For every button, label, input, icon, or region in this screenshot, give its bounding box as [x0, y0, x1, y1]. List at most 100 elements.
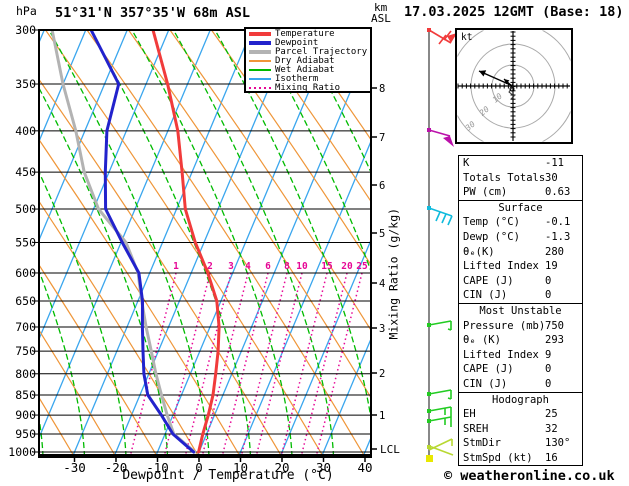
- panel-row: Pressure (mb) 750: [459, 319, 582, 334]
- temperature-tick-label: -20: [105, 460, 128, 475]
- km-asl-tick-label: 4: [379, 278, 385, 290]
- pressure-tick-label: 650: [15, 294, 36, 308]
- dry-adiabat-line: [169, 30, 370, 330]
- panel-row: EH 25: [459, 407, 582, 422]
- panel-row: StmSpd (kt) 16: [459, 451, 582, 466]
- isotherm-line: [40, 30, 211, 438]
- panel-row: Temp (°C) -0.1: [459, 215, 582, 230]
- wind-barb-feather: [428, 416, 452, 422]
- pressure-tick-label: 450: [15, 165, 36, 179]
- wind-barb-feather: [441, 213, 447, 224]
- isotherm-line: [40, 30, 128, 240]
- pressure-tick-label: 350: [15, 77, 36, 91]
- isotherm-line: [71, 30, 253, 457]
- wind-barb-feather: [428, 320, 452, 326]
- wind-barb-feather: [447, 215, 453, 226]
- panel-row: PW (cm) 0.63: [459, 185, 582, 200]
- legend-item: Temperature: [249, 30, 370, 39]
- panel-row: Totals Totals 30: [459, 171, 582, 186]
- legend-item-label: Parcel Trajectory: [275, 47, 368, 57]
- wind-barb-feather: [428, 389, 452, 395]
- panel-row-value: 30: [545, 171, 558, 184]
- panel-row-value: 293: [545, 334, 564, 347]
- panel-row-label: K: [463, 157, 470, 169]
- wind-barb-feather: [447, 397, 452, 400]
- hodograph-origin-marker: [509, 86, 515, 92]
- panel-title: Surface: [498, 201, 543, 214]
- km-asl-tick-label: 3: [379, 323, 385, 335]
- km-asl-tick-label: 7: [379, 132, 385, 144]
- panel-row-label: CIN (J): [463, 377, 508, 390]
- isotherm-line: [154, 30, 336, 457]
- panel-row-value: -0.1: [545, 216, 571, 229]
- panel-row: CAPE (J) 0: [459, 274, 582, 289]
- panel-row-label: Totals Totals: [463, 171, 546, 184]
- wind-barb: [427, 406, 452, 417]
- mixing-ratio-value-label: 3: [228, 261, 234, 272]
- wet-adiabat-line-swatch-icon: [249, 68, 271, 71]
- panel-row-value: 25: [545, 408, 558, 421]
- mixing-ratio-value-label: 1: [173, 261, 179, 272]
- mixing-ratio-line-swatch-icon: [249, 86, 271, 89]
- panel-row-value: 0: [545, 377, 552, 390]
- wet-adiabat-line: [214, 30, 370, 417]
- panel-row-label: Dewp (°C): [463, 230, 520, 243]
- pressure-tick-label: 750: [15, 344, 36, 358]
- mixing-ratio-value-label: 2: [207, 261, 213, 272]
- mixing-ratio-line: [184, 272, 232, 457]
- pressure-tick-label: 950: [15, 427, 36, 441]
- hodograph-trace: [508, 85, 515, 100]
- panel-row-value: 19: [545, 260, 558, 273]
- pressure-tick-label: 600: [15, 266, 36, 280]
- wind-barb: [426, 455, 433, 462]
- pressure-tick-label: 500: [15, 202, 36, 216]
- panel-row-label: θₑ(K): [463, 245, 495, 258]
- panel-hodograph: Hodograph EH 25 SREH 32 StmDir 130° StmSpd (kt)…: [458, 391, 583, 467]
- km-asl-tick-label: 2: [379, 368, 385, 380]
- pressure-tick-label: 300: [15, 23, 36, 37]
- legend-item-label: Wet Adiabat: [275, 65, 335, 75]
- panel-most-unstable: Most Unstable Pressure (mb) 750 θₑ (K) 293 Li…: [458, 302, 583, 393]
- wind-barb-feather: [428, 129, 451, 137]
- pressure-unit-label: hPa: [16, 4, 37, 18]
- panel-row-label: EH: [463, 408, 476, 421]
- legend-item: Dry Adiabat: [249, 57, 370, 66]
- panel-row-value: 32: [545, 422, 558, 435]
- panel-row-value: 750: [545, 319, 564, 332]
- legend-item-label: Dry Adiabat: [275, 56, 335, 66]
- wind-barb: [427, 416, 452, 427]
- station-title: 51°31'N 357°35'W 68m ASL: [55, 5, 251, 21]
- dry-adiabat-line: [40, 330, 117, 457]
- wind-barb-feather: [428, 438, 453, 451]
- parcel-trajectory-line-swatch-icon: [249, 49, 271, 54]
- temperature-curve: [151, 30, 221, 454]
- wind-barb-feather: [435, 211, 441, 222]
- altitude-unit-label-km: km: [374, 1, 388, 14]
- wind-barb-surface-marker: [426, 455, 433, 462]
- panel-row: SREH 32: [459, 422, 582, 437]
- wind-barb-pennant: [443, 136, 454, 147]
- isotherm-line: [237, 141, 370, 457]
- datetime-title: 17.03.2025 12GMT (Base: 18): [404, 4, 624, 20]
- wind-barb: [427, 28, 457, 45]
- mixing-ratio-value-label: 25: [356, 261, 368, 272]
- temperature-tick-label: 20: [274, 460, 289, 475]
- panel-title: Most Unstable: [479, 304, 562, 317]
- panel-row: θₑ(K) 280: [459, 245, 582, 260]
- lcl-label: LCL: [380, 443, 400, 456]
- isotherm-line: [40, 30, 87, 141]
- legend-item: Wet Adiabat: [249, 66, 370, 75]
- panel-title: Hodograph: [492, 393, 549, 406]
- panel-row-value: 0: [545, 274, 552, 287]
- mixing-ratio-value-label: 10: [296, 261, 308, 272]
- panel-row-label: Temp (°C): [463, 216, 520, 229]
- panel-row-value: 130°: [545, 437, 571, 450]
- dry-adiabat-line: [211, 30, 370, 265]
- credit-watermark: © weatheronline.co.uk: [444, 468, 615, 484]
- wind-barb: [427, 389, 452, 400]
- wind-barb: [427, 320, 452, 331]
- panel-row-label: StmSpd (kt): [463, 451, 533, 464]
- km-asl-tick-label: 6: [379, 180, 385, 192]
- panel-row-label: Pressure (mb): [463, 319, 546, 332]
